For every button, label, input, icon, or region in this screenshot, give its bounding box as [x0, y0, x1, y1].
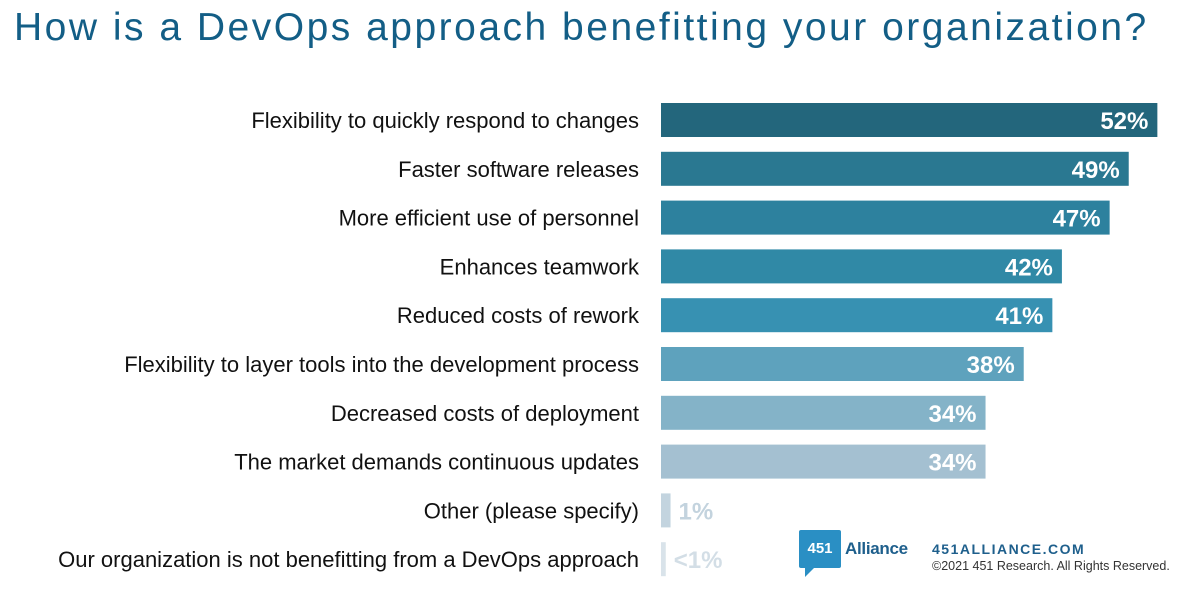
footer-copyright: ©2021 451 Research. All Rights Reserved.: [932, 559, 1170, 573]
logo-mark: 451: [799, 530, 841, 568]
category-label-9: Other (please specify): [424, 498, 639, 523]
bar-9: [661, 493, 671, 528]
category-label-3: More efficient use of personnel: [339, 206, 639, 231]
value-label-3: 47%: [1053, 206, 1101, 233]
value-label-6: 38%: [967, 352, 1015, 379]
bar-3: [661, 200, 1110, 235]
category-label-10: Our organization is not benefitting from…: [58, 547, 639, 572]
logo-speech-tail: [805, 567, 815, 577]
category-label-8: The market demands continuous updates: [234, 450, 639, 475]
bar-6: [661, 347, 1024, 381]
bar-2: [661, 151, 1129, 186]
category-label-4: Enhances teamwork: [440, 254, 640, 279]
bar-4: [661, 249, 1062, 284]
value-label-2: 49%: [1072, 157, 1120, 184]
bar-8: [661, 444, 986, 479]
value-label-4: 42%: [1005, 254, 1053, 281]
value-label-1: 52%: [1100, 108, 1148, 135]
chart-title: How is a DevOps approach benefitting you…: [14, 6, 1149, 49]
value-label-9: 1%: [679, 498, 714, 525]
value-label-8: 34%: [928, 450, 976, 477]
category-label-1: Flexibility to quickly respond to change…: [251, 108, 639, 133]
value-label-7: 34%: [928, 401, 976, 428]
alliance-logo: 451 Alliance: [799, 530, 921, 578]
value-label-5: 41%: [995, 303, 1043, 330]
category-labels-group: Flexibility to quickly respond to change…: [58, 108, 640, 572]
bar-10: [661, 542, 666, 577]
bar-7: [661, 395, 986, 430]
bar-5: [661, 298, 1053, 333]
category-label-6: Flexibility to layer tools into the deve…: [124, 352, 639, 377]
footer-website-link[interactable]: 451ALLIANCE.COM: [932, 541, 1086, 557]
bars-group: [661, 103, 1158, 577]
logo-wordmark: Alliance: [845, 539, 908, 558]
value-label-10: <1%: [674, 547, 723, 574]
category-label-7: Decreased costs of deployment: [331, 401, 639, 426]
category-label-2: Faster software releases: [398, 157, 639, 182]
category-label-5: Reduced costs of rework: [397, 303, 640, 328]
bar-1: [661, 103, 1158, 137]
value-labels-group: 52% 49% 47%42% 41% 38% 34% 34% 1% <1%: [674, 108, 1149, 574]
